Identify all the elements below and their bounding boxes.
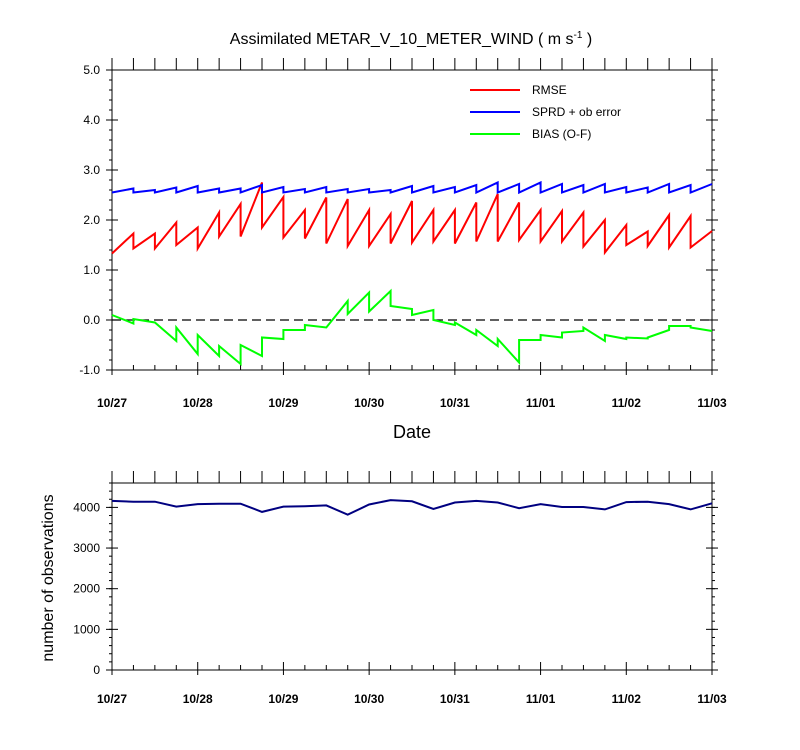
legend-label: BIAS (O-F): [532, 127, 591, 141]
x-tick-label: 10/29: [268, 396, 298, 410]
x-tick-label: 10/31: [440, 692, 470, 706]
top-axis-tick-labels: 10/27 10/28 10/29 10/30 10/31 11/01 11/02 11/03…: [79, 63, 727, 410]
x-tick-label: 10/28: [183, 396, 213, 410]
chart-title: Assimilated METAR_V_10_METER_WIND ( m s-…: [230, 30, 592, 48]
x-tick-label: 10/28: [183, 692, 213, 706]
series-line-rmse: [111, 182, 713, 256]
series-line-bias-o-f: [111, 288, 713, 367]
series-line-observations: [111, 499, 713, 516]
top-axis-ticks: [106, 58, 718, 375]
series-line-sprd-ob-error: [111, 180, 713, 195]
y-tick-label: 0.0: [83, 313, 100, 327]
title-close: ): [582, 31, 592, 48]
bottom-plot-frame: [111, 482, 713, 671]
x-tick-label: 10/29: [268, 692, 298, 706]
y-axis-label-observations: number of observations: [40, 494, 57, 661]
observations-panel: 10/27 10/28 10/29 10/30 10/31 11/01 11/02 11/03…: [40, 471, 727, 706]
y-tick-label: 1.0: [83, 263, 100, 277]
x-tick-label: 11/01: [526, 396, 556, 410]
y-tick-label: 2000: [73, 582, 100, 596]
y-tick-label: 3.0: [83, 163, 100, 177]
legend-label: RMSE: [532, 83, 567, 97]
x-tick-label: 10/30: [354, 396, 384, 410]
y-tick-label: 3000: [73, 541, 100, 555]
bottom-axis-ticks: [106, 471, 718, 675]
x-tick-label: 11/01: [526, 692, 556, 706]
legend-label: SPRD + ob error: [532, 105, 621, 119]
x-tick-label: 10/31: [440, 396, 470, 410]
x-tick-label: 11/03: [697, 692, 727, 706]
bottom-axis-tick-labels: 10/27 10/28 10/29 10/30 10/31 11/01 11/02 11/03…: [73, 500, 727, 706]
y-tick-label: 1000: [73, 622, 100, 636]
x-tick-label: 11/02: [612, 396, 642, 410]
top-series-lines: [111, 180, 713, 367]
x-tick-label: 10/30: [354, 692, 384, 706]
bottom-series-lines: [111, 499, 713, 516]
y-tick-label: 0: [93, 663, 100, 677]
x-tick-label: 11/03: [697, 396, 727, 410]
y-tick-label: 2.0: [83, 213, 100, 227]
title-superscript: -1: [574, 30, 583, 41]
x-tick-label: 10/27: [97, 692, 127, 706]
y-tick-label: 4000: [73, 500, 100, 514]
y-tick-label: 4.0: [83, 113, 100, 127]
x-axis-label: Date: [393, 422, 431, 442]
x-tick-label: 11/02: [612, 692, 642, 706]
y-tick-label: 5.0: [83, 63, 100, 77]
legend: RMSE SPRD + ob error BIAS (O-F): [470, 83, 621, 141]
rmse-panel: Assimilated METAR_V_10_METER_WIND ( m s-…: [79, 30, 727, 442]
x-tick-label: 10/27: [97, 396, 127, 410]
y-tick-label: -1.0: [79, 363, 100, 377]
